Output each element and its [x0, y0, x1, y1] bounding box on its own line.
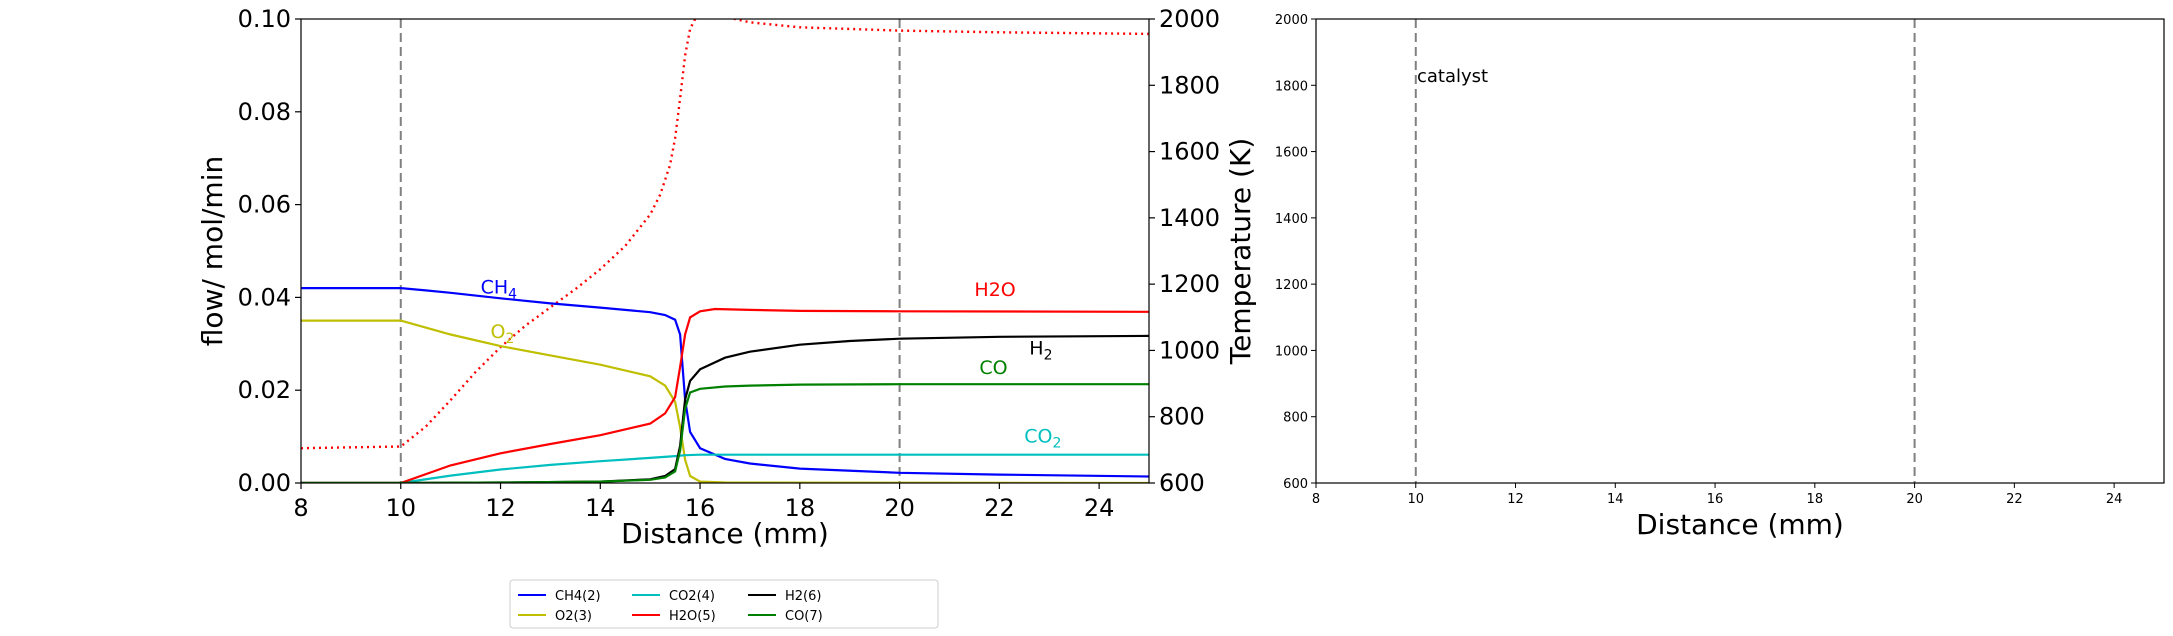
temperature-line — [301, 19, 1149, 450]
series-line-co2 — [301, 453, 1149, 483]
temperature-empty-chart: 8 10 12 14 16 18 20 22 24 600 800 1000 1200 1400 1600… — [1275, 13, 2165, 541]
x-tick-label: 18 — [1807, 492, 1824, 507]
series-label-co: CO — [979, 357, 1007, 379]
y-tick-label: 2000 — [1275, 13, 1308, 28]
series-label-h2: H2 — [1029, 337, 1052, 363]
series-line-ch4 — [301, 287, 1149, 478]
series-label-ch4: CH4 — [481, 277, 518, 303]
right-x-ticks: 8 10 12 14 16 18 20 22 24 — [1312, 483, 2123, 507]
left-x-ticks: 8 10 12 14 16 18 20 22 24 — [293, 483, 1114, 522]
y-tick-label: 0.10 — [238, 5, 291, 33]
y-tick-label: 1400 — [1275, 212, 1308, 227]
x-tick-label: 18 — [785, 494, 816, 522]
right-x-axis-label: Distance (mm) — [1636, 508, 1844, 541]
legend-label: H2O(5) — [669, 609, 716, 624]
y2-tick-label: 1000 — [1159, 336, 1220, 364]
series-line-h2o — [301, 307, 1149, 483]
x-tick-label: 24 — [2106, 492, 2123, 507]
right-plot-frame — [1315, 18, 2165, 484]
temperature-series — [301, 19, 1149, 450]
x-tick-label: 20 — [1906, 492, 1923, 507]
y-tick-label: 0.02 — [238, 376, 291, 404]
catalyst-annotation: catalyst — [1417, 66, 1488, 87]
series-label-o2: O2 — [491, 321, 515, 347]
y-tick-label: 800 — [1283, 411, 1308, 426]
left-y-ticks: 0.00 0.02 0.04 0.06 0.08 0.10 — [238, 5, 301, 497]
y-tick-label: 0.08 — [238, 98, 291, 126]
x-tick-label: 14 — [585, 494, 616, 522]
y-tick-label: 600 — [1283, 477, 1308, 492]
x-tick-label: 14 — [1607, 492, 1624, 507]
legend-frame — [509, 579, 939, 629]
y2-tick-label: 1600 — [1159, 138, 1220, 166]
x-tick-label: 12 — [485, 494, 516, 522]
legend-label: O2(3) — [555, 609, 592, 624]
y-tick-label: 0.00 — [238, 469, 291, 497]
x-tick-label: 8 — [293, 494, 308, 522]
species-flow-chart: 8 10 12 14 16 18 20 22 24 0.000.020.040.060.080.… — [196, 5, 1257, 550]
y2-tick-label: 600 — [1159, 469, 1205, 497]
x-tick-label: 20 — [884, 494, 915, 522]
catalyst-boundary-lines — [399, 19, 901, 483]
legend-label: CH4(2) — [555, 589, 601, 604]
series-inline-labels: CH4 O2 CO2 H2O H2 CO — [481, 277, 1062, 452]
series-line-o2 — [301, 319, 1149, 483]
left-y2-ticks: 600 800 1000 1200 1400 1600 1800 2000 — [1149, 5, 1220, 497]
y-tick-label: 1000 — [1275, 344, 1308, 359]
left-plot-frame — [300, 18, 1150, 484]
left-x-axis-label: Distance (mm) — [621, 517, 829, 550]
y-tick-label: 1600 — [1275, 146, 1308, 161]
x-tick-label: 10 — [1407, 492, 1424, 507]
right-catalyst-boundary-lines — [1414, 19, 1916, 483]
x-tick-label: 22 — [2006, 492, 2023, 507]
series-label-co2: CO2 — [1024, 426, 1061, 452]
legend-label: H2(6) — [785, 589, 821, 604]
y2-tick-label: 800 — [1159, 403, 1205, 431]
legend-label: CO2(4) — [669, 589, 715, 604]
y2-tick-label: 2000 — [1159, 5, 1220, 33]
x-tick-label: 8 — [1312, 492, 1320, 507]
y-tick-label: 1800 — [1275, 79, 1308, 94]
series-line-h2 — [301, 334, 1149, 483]
x-tick-label: 24 — [1084, 494, 1115, 522]
legend: CH4(2) O2(3) CO2(4) H2O(5) H2(6) CO(7) — [509, 579, 939, 629]
x-tick-label: 16 — [1707, 492, 1724, 507]
y2-tick-label: 1200 — [1159, 270, 1220, 298]
left-y2-axis-label: Temperature (K) — [1224, 138, 1257, 365]
species-series — [301, 287, 1149, 483]
y-tick-label: 0.06 — [238, 191, 291, 219]
legend-label: CO(7) — [785, 609, 823, 624]
x-tick-label: 12 — [1507, 492, 1524, 507]
x-tick-label: 10 — [385, 494, 416, 522]
y-tick-label: 0.04 — [238, 283, 291, 311]
x-tick-label: 22 — [984, 494, 1015, 522]
x-tick-label: 16 — [685, 494, 716, 522]
series-line-co — [301, 383, 1149, 483]
y2-tick-label: 1400 — [1159, 204, 1220, 232]
right-y-ticks: 600 800 1000 1200 1400 1600 1800 2000 — [1275, 13, 1316, 492]
y-tick-label: 1200 — [1275, 278, 1308, 293]
y2-tick-label: 1800 — [1159, 71, 1220, 99]
left-y-axis-label: flow/ mol/min — [196, 156, 229, 346]
series-label-h2o: H2O — [974, 279, 1015, 301]
